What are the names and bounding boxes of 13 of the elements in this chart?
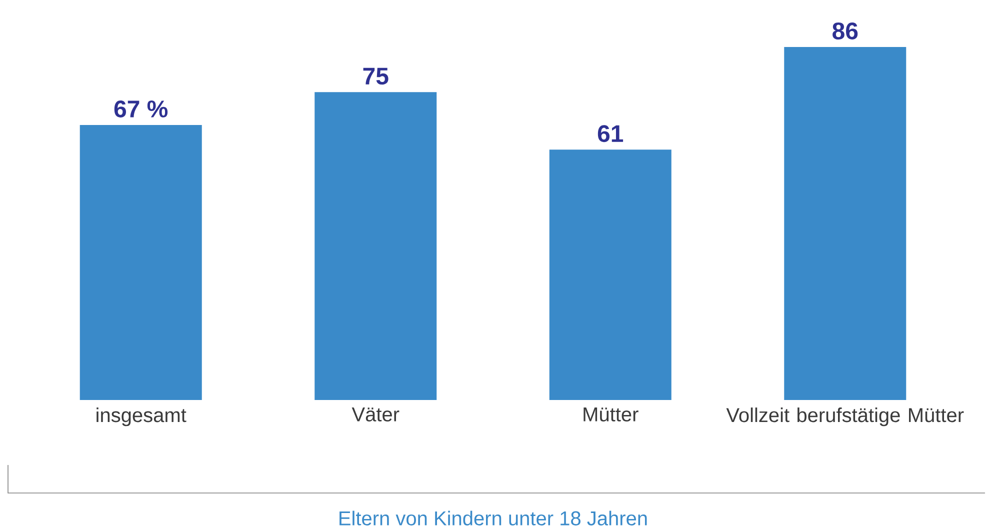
data-label: 75 bbox=[363, 68, 388, 85]
data-label: 86 bbox=[832, 22, 858, 40]
data-label: 61 bbox=[598, 125, 624, 142]
x-tick-label: Mütter bbox=[584, 408, 638, 422]
x-axis-title: Eltern von Kindern unter 18 Jahren bbox=[340, 510, 647, 526]
bar bbox=[80, 124, 202, 400]
data-label: 67 % bbox=[114, 100, 168, 118]
bar bbox=[784, 46, 906, 400]
bar bbox=[314, 92, 437, 400]
x-tick-label: Vollzeit berufstätige Mütter bbox=[726, 408, 964, 426]
x-tick-label: insgesamt bbox=[96, 408, 186, 426]
bar bbox=[549, 150, 672, 400]
x-tick-label: Väter bbox=[352, 408, 400, 422]
